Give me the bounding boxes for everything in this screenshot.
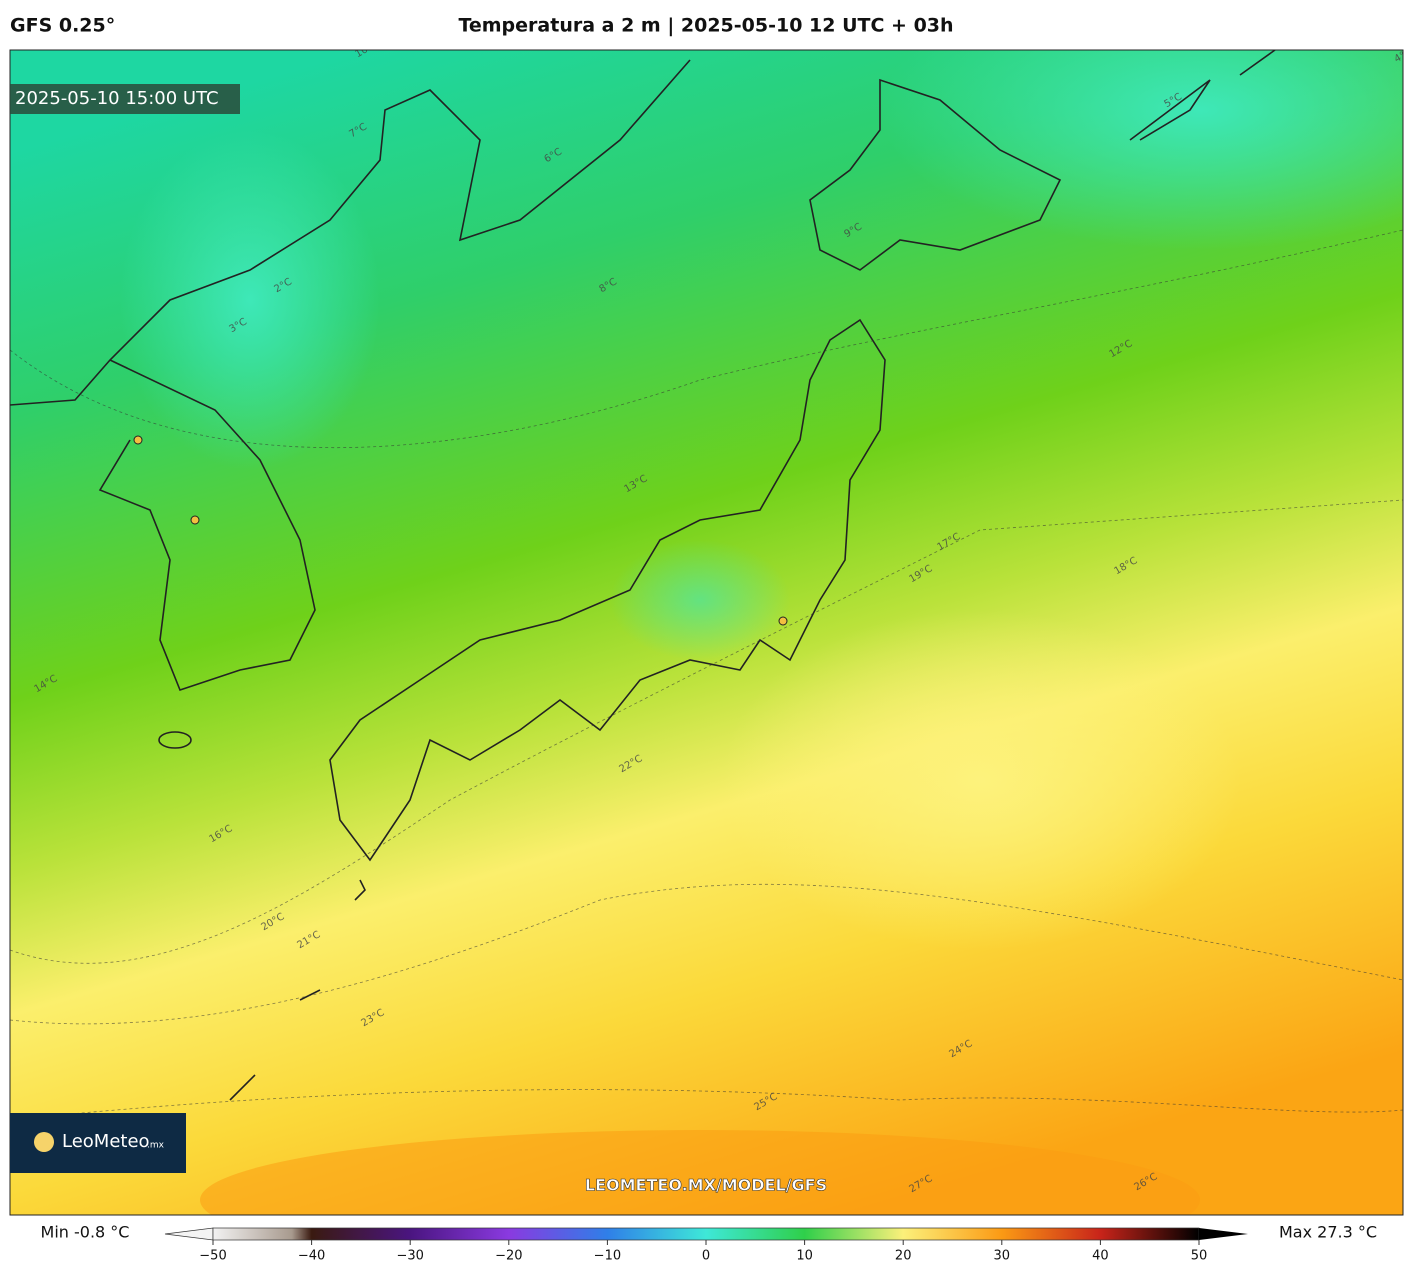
colorbar-tick-label: 0 [702, 1249, 710, 1264]
colorbar-tick-label: 20 [895, 1249, 912, 1264]
min-label: Min -0.8 °C [41, 1223, 130, 1242]
colorbar-tick-label: 30 [994, 1249, 1011, 1264]
model-name: GFS 0.25° [10, 15, 115, 37]
cold-area [120, 130, 380, 470]
colorbar-tick-label: 10 [796, 1249, 813, 1264]
logo-suffix: .mx [147, 1141, 165, 1151]
logo-sun [34, 1132, 54, 1152]
colorbar [213, 1228, 1199, 1240]
city-marker [191, 516, 199, 524]
colorbar-extend-low [165, 1228, 213, 1240]
chart-title: Temperatura a 2 m | 2025-05-10 12 UTC + … [458, 15, 953, 37]
colorbar-tick-label: 50 [1191, 1249, 1208, 1264]
colorbar-tick-label: −30 [396, 1249, 423, 1264]
logo-name: LeoMeteo [62, 1131, 150, 1152]
city-marker [779, 617, 787, 625]
colorbar-tick-label: 40 [1092, 1249, 1109, 1264]
timestamp: 2025-05-10 15:00 UTC [15, 88, 219, 109]
colorbar-tick-label: −50 [199, 1249, 226, 1264]
map: 10°C7°C6°C5°C4°C2°C3°C8°C9°C12°C13°C14°C… [10, 0, 1413, 1263]
colorbar-extend-high [1199, 1228, 1248, 1240]
warm-area [720, 610, 1240, 950]
colorbar-tick-label: −40 [298, 1249, 325, 1264]
colorbar-tick-label: −10 [594, 1249, 621, 1264]
max-label: Max 27.3 °C [1279, 1223, 1377, 1242]
colorbar-tick-label: −20 [495, 1249, 522, 1264]
watermark: LEOMETEO.MX/MODEL/GFS [585, 1176, 827, 1195]
city-marker [134, 436, 142, 444]
